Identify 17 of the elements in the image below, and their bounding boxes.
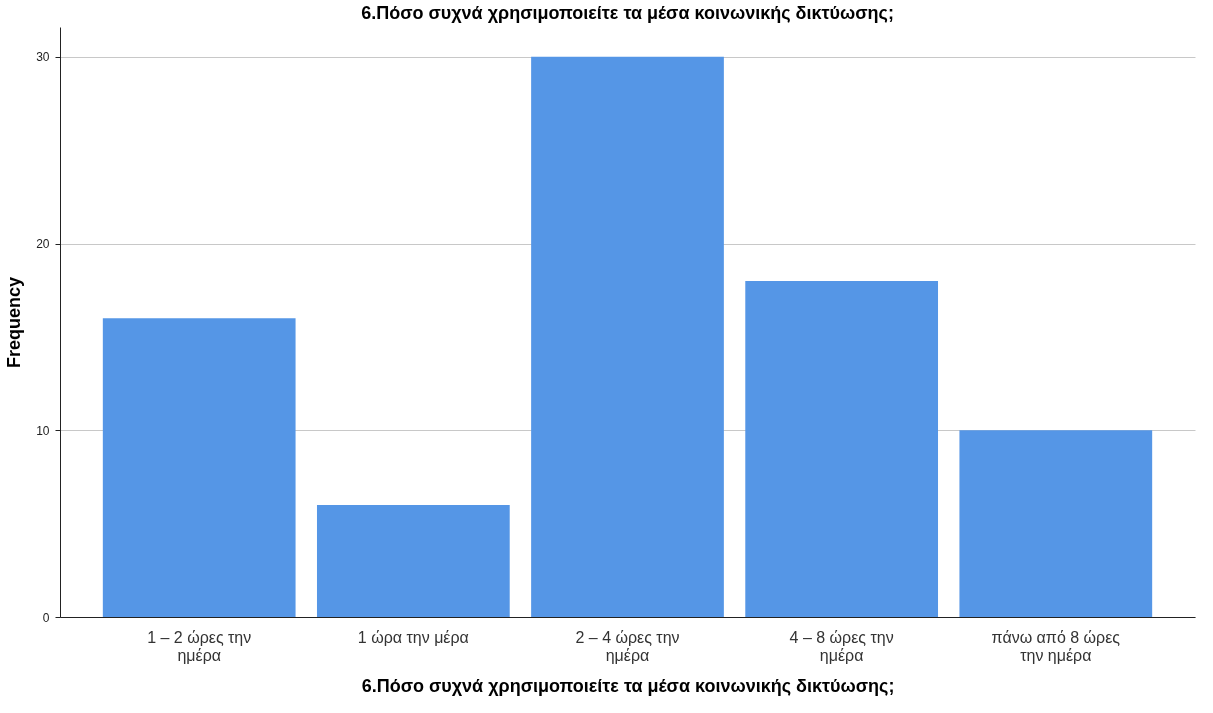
bar [745, 280, 939, 617]
y-tick-label: 20 [36, 237, 50, 252]
x-tick-label: 1 – 2 ώρες την ημέρα [147, 628, 252, 664]
y-tick-label: 30 [36, 50, 50, 65]
bar [531, 56, 724, 617]
x-tick-label: πάνω από 8 ώρες την ημέρα [991, 628, 1121, 664]
x-tick-label: 4 – 8 ώρες την ημέρα [789, 628, 894, 664]
x-axis-title: 6.Πόσο συχνά χρησιμοποιείτε τα μέσα κοινωνικής δικτύωσης; [361, 675, 895, 696]
chart-title: 6.Πόσο συχνά χρησιμοποιείτε τα μέσα κοινωνικής δικτύωσης; [361, 3, 894, 23]
y-tick-label: 10 [36, 423, 50, 438]
bar [316, 504, 510, 617]
y-axis-title: Frequency [4, 276, 25, 369]
bar [102, 318, 296, 617]
x-tick-label: 2 – 4 ώρες την ημέρα [575, 628, 680, 664]
x-tick-label: 1 ώρα την μέρα [357, 628, 469, 646]
y-tick-label: 0 [42, 610, 50, 625]
bar [959, 430, 1153, 617]
